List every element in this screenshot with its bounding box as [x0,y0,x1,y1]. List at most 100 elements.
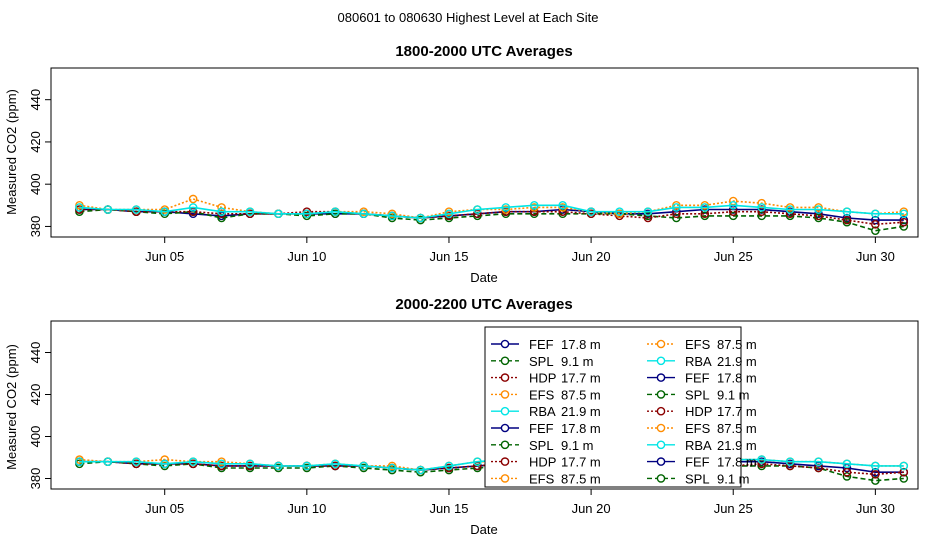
legend-height: 17.8 m [717,455,757,470]
data-point [529,207,539,216]
data-point [899,474,909,483]
series-line [79,460,904,482]
legend-label: EFS [529,471,555,486]
data-point [700,203,710,212]
data-point [359,209,368,219]
legend-height: 17.7 m [717,404,757,419]
data-point [217,213,226,223]
chart-panel-1800-2000: 1800-2000 UTC Averages Date Measured CO2… [4,43,919,285]
legend-label: EFS [529,387,555,402]
data-point [188,203,198,212]
legend-label: RBA [685,438,712,453]
legend-label: HDP [685,404,712,419]
legend-label: HDP [529,455,556,470]
data-point [814,205,823,214]
data-point [899,461,909,471]
data-point [871,461,880,471]
y-axis-label: Measured CO2 (ppm) [4,89,19,215]
data-point [615,207,624,216]
legend-marker [656,440,666,450]
data-point [245,207,255,216]
data-point [672,203,681,212]
legend-height: 9.1 m [717,387,750,402]
data-point [643,213,653,223]
y-tick-label: 420 [28,131,43,153]
legend-label: FEF [685,455,710,470]
data-point [785,205,795,214]
data-point [871,220,880,229]
data-point [274,461,283,471]
legend-marker [500,457,510,466]
legend-label: FEF [685,371,710,386]
y-tick-label: 380 [28,468,43,490]
legend-height: 17.8 m [561,421,601,436]
data-point [330,459,340,469]
legend-marker [500,356,510,366]
data-point [359,461,368,471]
series-line [79,208,904,221]
legend-marker [500,373,510,382]
data-point [728,207,738,216]
legend-height: 87.5 m [561,471,601,486]
x-tick-label: Jun 05 [145,501,184,516]
legend-label: RBA [529,404,556,419]
x-tick-label: Jun 20 [572,249,611,264]
legend-marker [500,423,510,433]
data-point [871,226,880,235]
data-point [899,217,909,227]
chart-title: 1800-2000 UTC Averages [395,43,572,60]
legend-marker [656,373,666,382]
legend-height: 9.1 m [561,354,594,369]
x-axis-label: Date [470,522,497,537]
data-point [160,207,170,216]
data-point [416,213,425,223]
y-tick-label: 380 [28,216,43,238]
data-point [188,457,198,467]
x-tick-label: Jun 20 [572,501,611,516]
legend-box [484,326,742,488]
legend-marker [500,339,510,349]
data-point [814,463,823,473]
legend-marker [656,423,666,433]
plot-frame [50,320,919,490]
legend-label: SPL [529,438,554,453]
legend-height: 87.5 m [717,337,757,352]
data-point [245,459,255,469]
legend-marker [500,406,510,416]
data-point [757,203,766,212]
data-point [785,457,795,467]
data-point [871,476,880,485]
chart-panel-2000-2200: 2000-2200 UTC Averages Date Measured CO2… [4,296,919,537]
legend-marker [656,474,666,483]
y-tick-label: 400 [28,173,43,195]
data-point [75,457,84,467]
data-point [558,201,567,210]
data-point [871,469,880,479]
series-group [75,194,909,235]
data-point [103,205,113,214]
data-point [757,211,766,221]
legend-label: FEF [529,337,554,352]
data-point [728,211,738,221]
series-line [79,204,904,219]
data-point [444,209,454,219]
legend-marker [656,339,666,349]
y-tick-label: 400 [28,426,43,448]
data-point [473,457,482,467]
data-point [586,207,596,216]
data-point [814,211,823,221]
legend-marker [500,474,510,483]
legend-marker [500,390,510,399]
x-tick-label: Jun 30 [856,249,895,264]
data-point [103,457,113,467]
data-point [160,459,170,469]
data-point [643,207,653,216]
data-point [501,203,511,212]
data-point [188,194,198,204]
data-point [131,457,141,467]
data-point [529,201,539,210]
legend-height: 21.9 m [717,354,757,369]
legend-label: SPL [685,387,710,402]
series-line [79,208,904,226]
data-point [842,215,852,225]
